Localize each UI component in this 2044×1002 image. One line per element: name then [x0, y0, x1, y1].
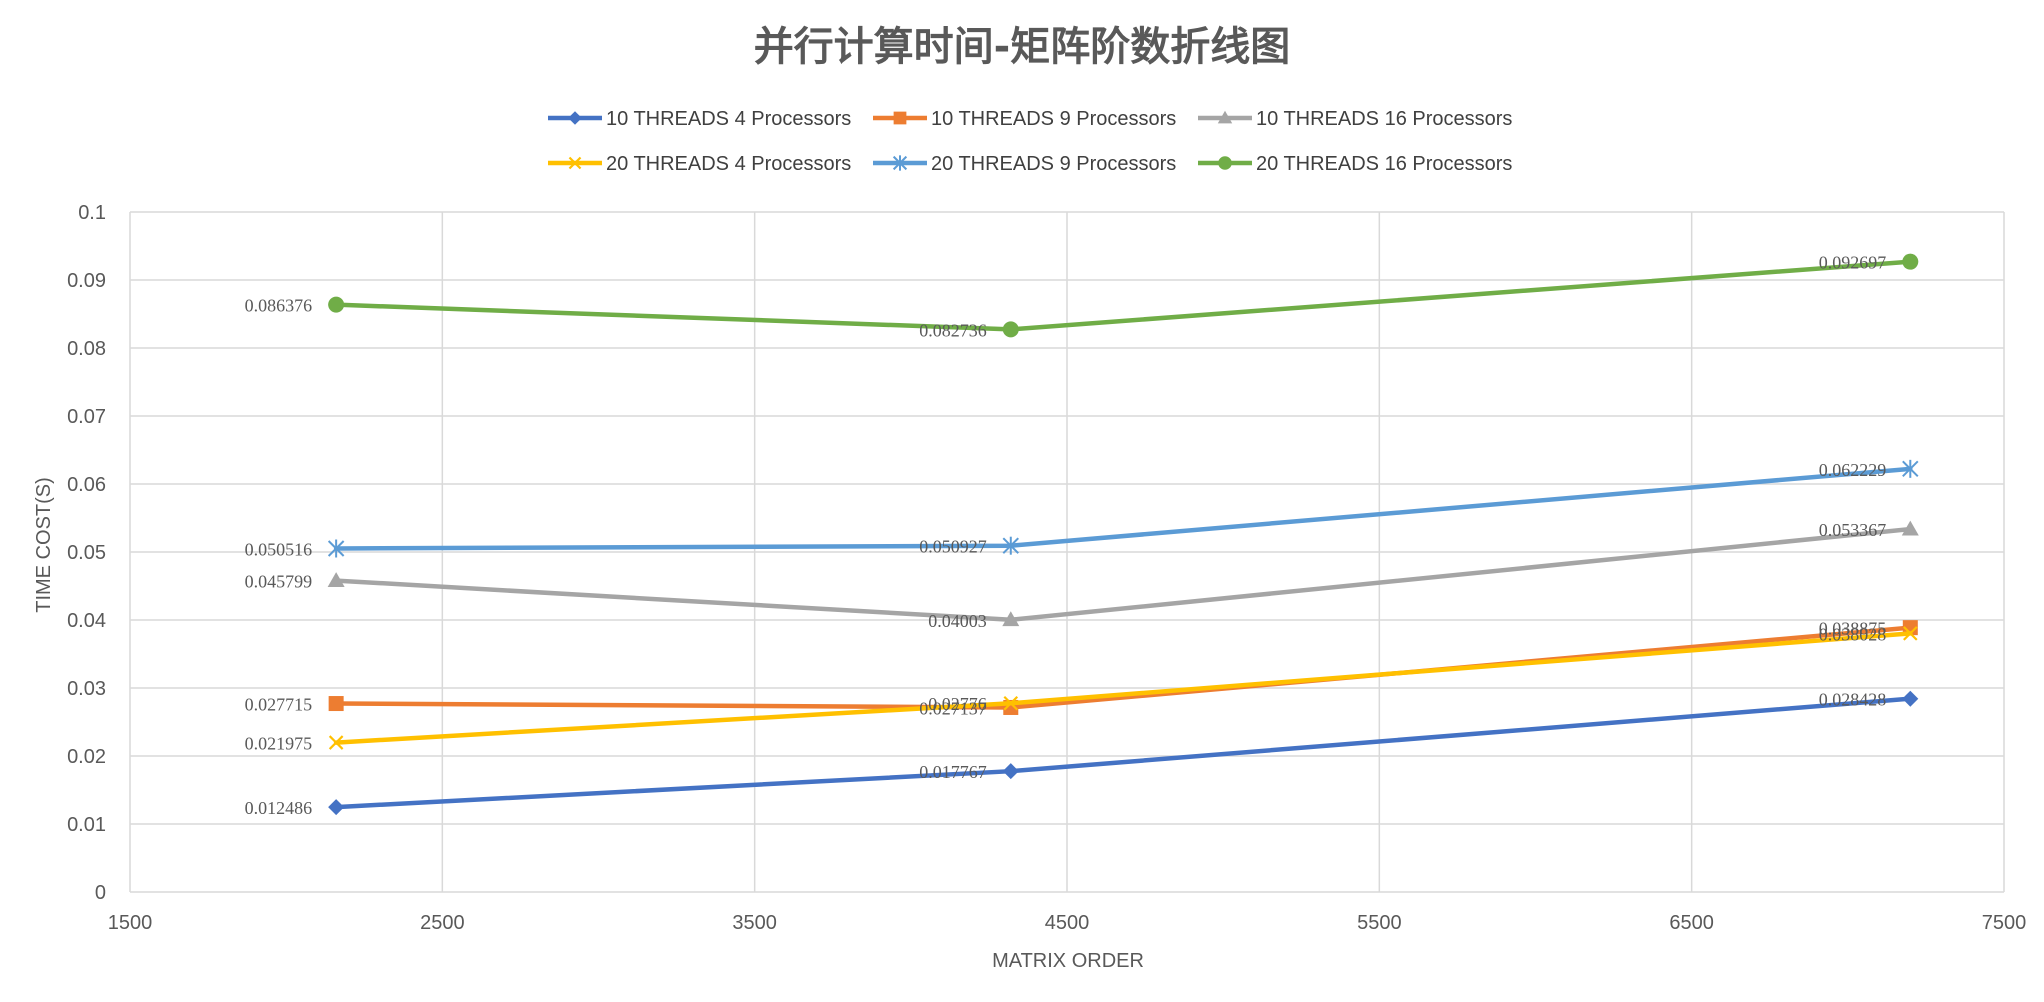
y-tick-label: 0.02: [67, 746, 106, 768]
data-label: 0.050927: [919, 537, 987, 557]
data-point: [328, 297, 344, 313]
y-tick-label: 0.08: [67, 338, 106, 360]
x-tick-label: 3500: [732, 912, 777, 934]
series-line: [336, 262, 1910, 330]
x-tick-label: 7500: [1982, 912, 2027, 934]
marker-diamond: [568, 111, 582, 125]
data-label: 0.017767: [919, 762, 987, 782]
legend-entry: 10 THREADS 4 Processors: [548, 108, 851, 130]
series-line: [336, 469, 1910, 549]
data-label: 0.038028: [1819, 624, 1887, 644]
y-tick-label: 0.01: [67, 814, 106, 836]
data-point: [329, 696, 344, 711]
series-line: [336, 699, 1910, 807]
y-tick-label: 0.07: [67, 406, 106, 428]
data-point: [1003, 321, 1019, 337]
y-tick-label: 0.04: [67, 610, 106, 632]
legend-entry: 10 THREADS 16 Processors: [1198, 108, 1512, 130]
legend: 10 THREADS 4 Processors 10 THREADS 9 Proc…: [548, 108, 1512, 175]
chart-title: 并行计算时间-矩阵阶数折线图: [754, 24, 1291, 70]
y-axis-title: TIME COST(S): [33, 477, 55, 613]
data-point: [1003, 763, 1019, 779]
data-point: [1902, 691, 1918, 707]
y-tick-label: 0.1: [78, 202, 106, 224]
x-tick-label: 1500: [108, 912, 153, 934]
legend-label: 10 THREADS 4 Processors: [606, 108, 851, 130]
x-tick-label: 2500: [420, 912, 465, 934]
legend-entry: 20 THREADS 16 Processors: [1198, 153, 1512, 175]
data-label: 0.092697: [1819, 253, 1887, 273]
legend-label: 20 THREADS 9 Processors: [931, 153, 1176, 175]
data-point: [1902, 254, 1918, 270]
data-label: 0.02776: [928, 694, 987, 714]
marker-circle: [1218, 156, 1232, 170]
legend-entry: 10 THREADS 9 Processors: [873, 108, 1176, 130]
x-axis-title: MATRIX ORDER: [992, 950, 1144, 972]
grid: [130, 212, 2004, 892]
data-label: 0.086376: [245, 296, 313, 316]
y-tick-label: 0.05: [67, 542, 106, 564]
data-label: 0.082736: [919, 320, 987, 340]
data-label: 0.04003: [928, 611, 987, 631]
data-label: 0.045799: [245, 572, 313, 592]
y-tick-label: 0.03: [67, 678, 106, 700]
legend-label: 20 THREADS 16 Processors: [1256, 153, 1512, 175]
data-label: 0.027715: [245, 695, 313, 715]
marker-square: [894, 112, 907, 125]
y-tick-label: 0: [95, 882, 106, 904]
legend-label: 20 THREADS 4 Processors: [606, 153, 851, 175]
series-line: [336, 529, 1910, 620]
x-tick-label: 5500: [1357, 912, 1402, 934]
legend-label: 10 THREADS 9 Processors: [931, 108, 1176, 130]
y-tick-label: 0.09: [67, 270, 106, 292]
data-label: 0.021975: [245, 734, 313, 754]
data-label: 0.012486: [245, 798, 313, 818]
legend-entry: 20 THREADS 9 Processors: [873, 153, 1176, 175]
data-label: 0.053367: [1819, 520, 1887, 540]
data-label: 0.062229: [1819, 460, 1887, 480]
data-label: 0.028428: [1819, 690, 1887, 710]
series-layer: [328, 254, 1919, 815]
data-point: [328, 799, 344, 815]
legend-entry: 20 THREADS 4 Processors: [548, 153, 851, 175]
y-tick-label: 0.06: [67, 474, 106, 496]
x-tick-label: 4500: [1045, 912, 1090, 934]
data-label: 0.050516: [245, 539, 313, 559]
x-tick-label: 6500: [1669, 912, 1714, 934]
legend-label: 10 THREADS 16 Processors: [1256, 108, 1512, 130]
